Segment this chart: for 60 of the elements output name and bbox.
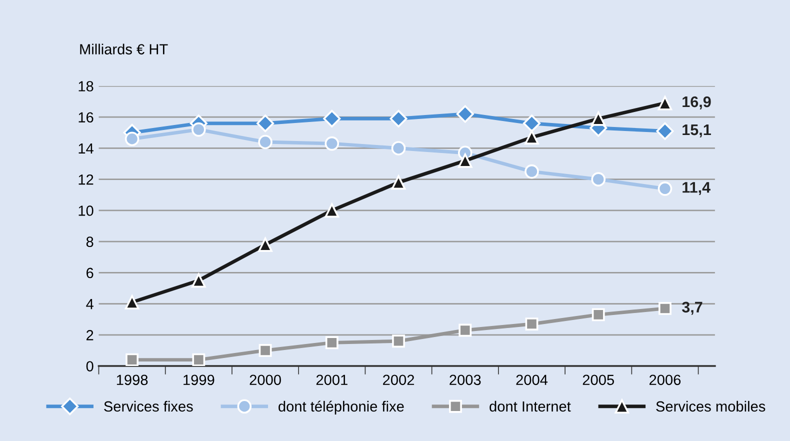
point [124,132,140,146]
legend-label: dont téléphonie fixe [278,400,404,415]
point [258,134,272,150]
point [258,238,272,252]
x-tick-label: 1999 [184,374,214,386]
point [524,130,539,144]
legend-label: Services fixes [104,400,193,412]
point [126,353,139,366]
x-tick-label: 2001 [316,374,348,386]
data-label: 15,1 [682,124,711,138]
x-tick-label: 2004 [516,374,548,386]
point [324,203,340,218]
point [658,302,672,315]
point [324,136,340,151]
legend-label: Services mobiles [656,400,766,412]
data-label: 11,4 [682,182,710,195]
point [323,110,341,128]
point [525,318,538,330]
y-tick-label: 12 [78,174,94,185]
x-tick-label: 2006 [650,374,681,386]
legend-label: dont Internet [490,400,571,412]
y-tick-label: 2 [86,330,94,340]
data-label: 3,7 [682,302,702,315]
y-axis-title: Milliards € HT [80,44,168,54]
x-tick-label: 2005 [582,374,614,386]
x-tick-label: 2003 [450,374,481,386]
y-tick-label: 16 [78,112,94,123]
point [658,182,672,196]
point [591,112,606,126]
point [391,141,406,156]
point [656,122,674,140]
data-label: 16,9 [682,96,711,110]
y-tick-label: 0 [86,361,94,372]
point [456,105,474,123]
point [192,122,206,137]
point [192,353,206,366]
y-tick-label: 10 [78,206,94,216]
x-tick-label: 1998 [116,374,148,386]
y-tick-label: 4 [86,299,94,310]
x-tick-label: 2002 [383,374,414,386]
point [458,154,472,168]
point [591,172,606,186]
point [124,295,140,310]
point [522,114,541,132]
y-tick-label: 14 [78,143,94,154]
point [524,164,539,179]
point [391,175,406,190]
point [392,334,405,348]
point [325,336,338,350]
y-tick-label: 8 [86,236,94,247]
point [658,96,672,110]
point [256,114,274,132]
point [390,110,408,128]
point [258,344,272,357]
point [192,273,206,288]
point [458,324,472,337]
y-tick-label: 18 [78,81,94,92]
point [592,308,605,322]
y-tick-label: 6 [86,268,94,278]
x-tick-label: 2000 [250,374,281,386]
